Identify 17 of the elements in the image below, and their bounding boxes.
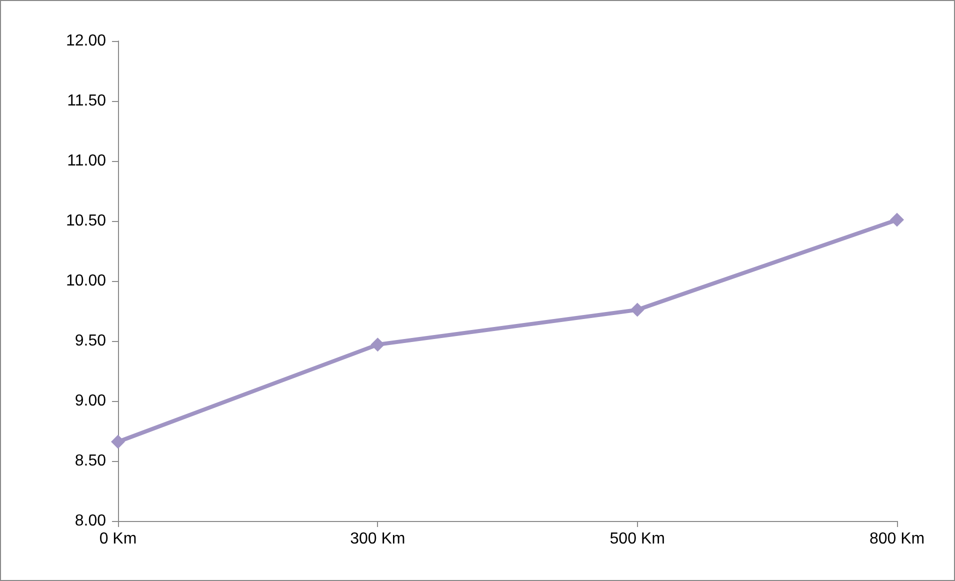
- x-tick-label: 500 Km: [610, 530, 665, 548]
- x-tick-label: 800 Km: [869, 530, 925, 548]
- y-tick-label: 9.00: [74, 392, 106, 410]
- y-tick-label: 11.50: [67, 92, 106, 110]
- x-tick-label: 300 Km: [350, 530, 406, 548]
- point: [890, 212, 904, 227]
- x-tick-label: 0 Km: [99, 530, 137, 548]
- y-tick-label: 8.00: [74, 512, 106, 530]
- y-tick-label: 12.00: [66, 32, 106, 50]
- y-tick-label: 8.50: [74, 452, 106, 470]
- y-tick-label: 10.50: [66, 212, 106, 230]
- point: [370, 338, 385, 352]
- point: [630, 302, 644, 317]
- y-tick-label: 11.00: [67, 152, 106, 170]
- point: [111, 434, 125, 449]
- y-tick-label: 9.50: [74, 332, 106, 350]
- y-tick-label: 10.00: [66, 272, 106, 290]
